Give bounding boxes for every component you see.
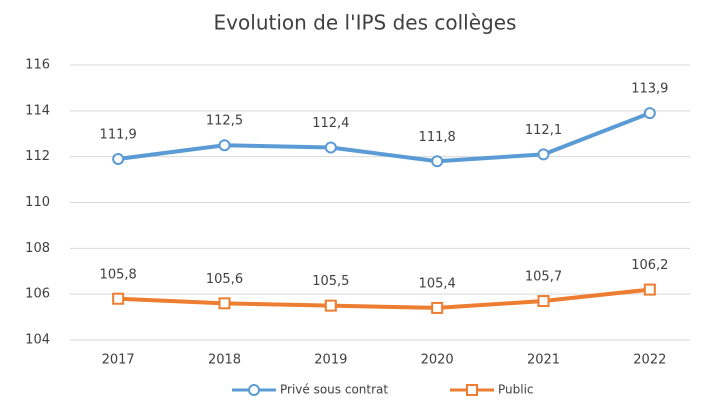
y-tick-label: 106 [25,287,50,302]
legend-marker [466,384,478,396]
data-label: 105,4 [419,276,456,291]
series-line [117,111,651,164]
chart-title: Evolution de l'IPS des collèges [214,11,517,35]
x-tick-label: 2020 [421,353,454,368]
data-label: 105,7 [525,270,562,285]
legend-label: Public [498,383,534,397]
data-label: 105,6 [206,272,243,287]
x-tick-label: 2022 [633,353,666,368]
y-tick-label: 114 [25,103,50,118]
marker [643,107,656,120]
marker [218,139,231,152]
data-label: 111,9 [100,127,137,142]
data-label: 112,4 [312,116,349,131]
data-label: 106,2 [631,258,668,273]
marker [537,148,550,161]
marker [324,299,337,312]
marker [112,292,125,305]
legend-marker [248,384,260,396]
data-label: 112,1 [525,123,562,138]
data-label: 105,8 [100,267,137,282]
y-tick-label: 108 [25,241,50,256]
marker [324,141,337,154]
data-label: 112,5 [206,114,243,129]
legend-label: Privé sous contrat [280,383,388,397]
x-tick-label: 2021 [527,353,560,368]
y-tick-label: 112 [25,149,50,164]
x-tick-label: 2018 [208,353,241,368]
x-tick-label: 2017 [102,353,135,368]
data-label: 113,9 [631,82,668,97]
marker [112,152,125,165]
data-label: 111,8 [419,130,456,145]
marker [431,301,444,314]
marker [218,297,231,310]
marker [643,283,656,296]
y-tick-label: 110 [25,195,50,210]
marker [537,295,550,308]
y-tick-label: 104 [25,333,50,348]
series-line [118,287,651,310]
x-tick-label: 2019 [314,353,347,368]
data-label: 105,5 [312,274,349,289]
y-tick-label: 116 [25,58,50,73]
marker [431,155,444,168]
